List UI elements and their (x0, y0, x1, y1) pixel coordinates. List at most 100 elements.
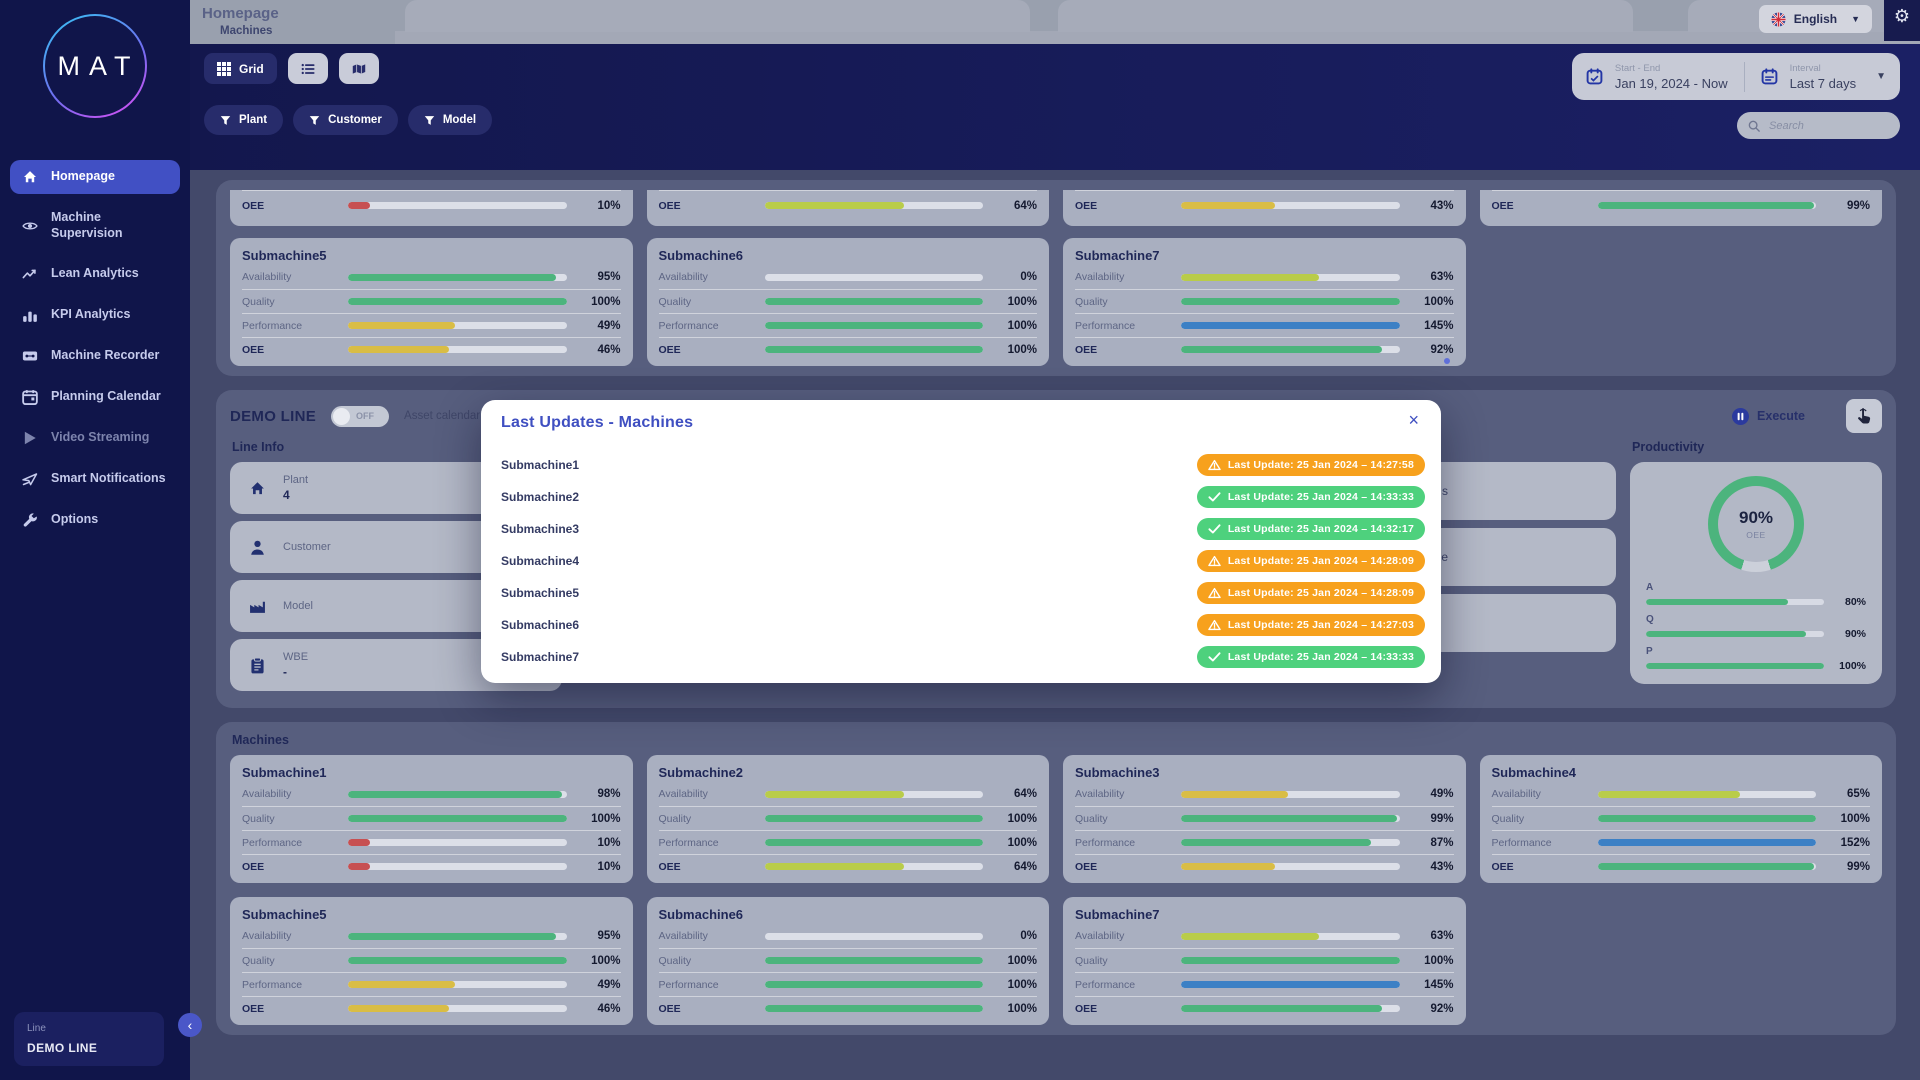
machine-card-submachine7[interactable]: Submachine7 Availability 63% Quality 100… (1063, 238, 1466, 366)
dimmed-top-strip: Homepage Machines English ▼ ⚙ (190, 0, 1920, 44)
metric-bar (1597, 839, 1816, 846)
metric-row-availability: Availability 65% (1491, 788, 1871, 800)
metric-bar (1181, 932, 1400, 940)
machine-name: Submachine6 (658, 248, 744, 263)
metric-row-quality: Quality 100% (242, 289, 621, 313)
metric-row-performance: Performance 87% (1075, 830, 1454, 854)
sidebar-item-label: Homepage (51, 169, 115, 184)
sidebar-item-video-streaming[interactable]: Video Streaming (10, 421, 180, 455)
metric-bar (348, 957, 567, 964)
sidebar-item-planning-calendar[interactable]: Planning Calendar (10, 380, 180, 414)
metric-row-performance: Performance 49% (242, 972, 621, 996)
machine-card-submachine6[interactable]: Submachine6 Availability 0% Quality 100%… (646, 897, 1049, 1025)
language-selector[interactable]: English ▼ (1758, 5, 1872, 33)
machine-card-partial-submachine2[interactable]: OEE 64% (646, 190, 1049, 226)
asset-calendar-toggle[interactable]: OFF (331, 405, 390, 427)
sidebar-item-smart-notifications[interactable]: Smart Notifications (10, 462, 180, 496)
machine-card-submachine7[interactable]: Submachine7 Availability 63% Quality 100… (1063, 897, 1466, 1025)
view-toggle-map[interactable] (338, 53, 379, 84)
machine-card-submachine3[interactable]: Submachine3 Availability 49% Quality 99%… (1063, 755, 1466, 883)
chevron-down-icon: ▼ (1876, 71, 1886, 82)
filter-group: Plant Customer Model (204, 105, 493, 135)
machines-partial-row: OEE 10% OEE 64% OEE 43% OEE 99% (230, 190, 1882, 226)
sidebar-collapse-button[interactable]: ‹ (178, 1013, 202, 1037)
metric-bar (764, 202, 983, 209)
machine-card-submachine4[interactable]: Submachine4 Availability 65% Quality 100… (1479, 755, 1882, 883)
list-icon (301, 62, 315, 76)
sidebar-item-lean-analytics[interactable]: Lean Analytics (10, 257, 180, 291)
sidebar-item-machine-supervision[interactable]: Machine Supervision (10, 201, 180, 250)
interval-label: Interval (1789, 62, 1821, 74)
machine-card-submachine2[interactable]: Submachine2 Availability 64% Quality 100… (646, 755, 1049, 883)
sidebar-item-label: Machine Recorder (51, 348, 160, 363)
machine-name: Submachine4 (1491, 765, 1577, 780)
machine-name: Submachine1 (501, 458, 580, 472)
metric-row-quality: Quality 100% (658, 948, 1037, 972)
machine-name: Submachine6 (501, 618, 580, 632)
wrench-icon (22, 512, 38, 528)
manual-action-button[interactable] (1846, 399, 1882, 433)
metric-row-oee: OEE 100% (658, 996, 1037, 1020)
date-range-picker[interactable]: Start - End Jan 19, 2024 - Now Interval … (1571, 53, 1900, 100)
line-panel[interactable]: Line DEMO LINE (14, 1012, 164, 1066)
metric-bar (1181, 863, 1400, 870)
productivity-card: 90% OEE A 80% Q 90% P 100% (1630, 462, 1882, 684)
sidebar-item-homepage[interactable]: Homepage (10, 160, 180, 194)
sidebar-item-machine-recorder[interactable]: Machine Recorder (10, 339, 180, 373)
machine-card-submachine5[interactable]: Submachine5 Availability 95% Quality 100… (230, 238, 633, 366)
check-icon (1208, 523, 1221, 535)
view-toggle-list[interactable] (287, 53, 328, 84)
execute-button[interactable]: Execute (1732, 407, 1805, 425)
metric-bar (764, 322, 983, 329)
view-toggle-grid[interactable]: Grid (204, 53, 277, 84)
modal-row-submachine6: Submachine6 Last Update: 25 Jan 2024 – 1… (501, 613, 1425, 637)
metric-bar (348, 298, 567, 305)
metric-row-oee: OEE 46% (242, 996, 621, 1020)
machine-card-partial-submachine4[interactable]: OEE 99% (1479, 190, 1882, 226)
metric-row-availability: Availability 63% (1075, 271, 1454, 283)
metric-row-performance: Performance 145% (1075, 972, 1454, 996)
machine-card-partial-submachine1[interactable]: OEE 10% (230, 190, 633, 226)
filter-model[interactable]: Model (407, 105, 493, 135)
filter-plant[interactable]: Plant (204, 105, 284, 135)
settings-gear-icon[interactable]: ⚙ (1893, 6, 1911, 26)
machine-card-submachine6[interactable]: Submachine6 Availability 0% Quality 100%… (646, 238, 1049, 366)
chevron-down-icon: ▼ (1851, 14, 1860, 24)
person-icon (249, 539, 266, 556)
line-panel-value: DEMO LINE (27, 1041, 98, 1055)
funnel-icon (220, 115, 231, 126)
sidebar-item-label: Machine Supervision (51, 210, 123, 240)
sidebar-item-kpi-analytics[interactable]: KPI Analytics (10, 298, 180, 332)
metric-row-availability: Availability 49% (1075, 788, 1454, 800)
filter-customer[interactable]: Customer (293, 105, 398, 135)
calendar-interval-icon (1761, 68, 1778, 85)
check-icon (1208, 651, 1221, 663)
machine-card-submachine5[interactable]: Submachine5 Availability 95% Quality 100… (230, 897, 633, 1025)
close-icon[interactable]: × (1402, 409, 1425, 432)
metric-bar (1646, 599, 1824, 605)
machine-card-partial-submachine3[interactable]: OEE 43% (1063, 190, 1466, 226)
sidebar-item-options[interactable]: Options (10, 503, 180, 537)
status-badge-ok: Last Update: 25 Jan 2024 – 14:33:33 (1196, 646, 1425, 668)
metric-row-oee: OEE 99% (1491, 854, 1870, 878)
metric-bar (348, 1005, 567, 1012)
modal-row-submachine2: Submachine2 Last Update: 25 Jan 2024 – 1… (501, 485, 1425, 509)
machine-name: Submachine5 (501, 586, 580, 600)
metric-bar (348, 346, 567, 353)
metric-bar (1181, 202, 1400, 209)
modal-row-submachine3: Submachine3 Last Update: 25 Jan 2024 – 1… (501, 517, 1425, 541)
metric-bar (764, 298, 983, 305)
metric-row-performance: Performance 100% (658, 830, 1037, 854)
carousel-dot[interactable] (1443, 358, 1450, 364)
metric-bar (1181, 839, 1400, 846)
header-bar: Grid Plant Customer Model Start - End Ja… (190, 44, 1920, 170)
truncated-text: s (1442, 484, 1448, 498)
metric-bar (764, 815, 983, 822)
machines-section-panel: Machines Submachine1 Availability 98% Qu… (216, 722, 1896, 1035)
page-title: Homepage (202, 5, 279, 22)
ghost-card (405, 0, 1030, 32)
machine-card-submachine1[interactable]: Submachine1 Availability 98% Quality 100… (230, 755, 633, 883)
search-input[interactable] (1767, 118, 1889, 133)
oee-gauge: 90% OEE (1708, 476, 1804, 572)
metric-bar (348, 839, 567, 846)
